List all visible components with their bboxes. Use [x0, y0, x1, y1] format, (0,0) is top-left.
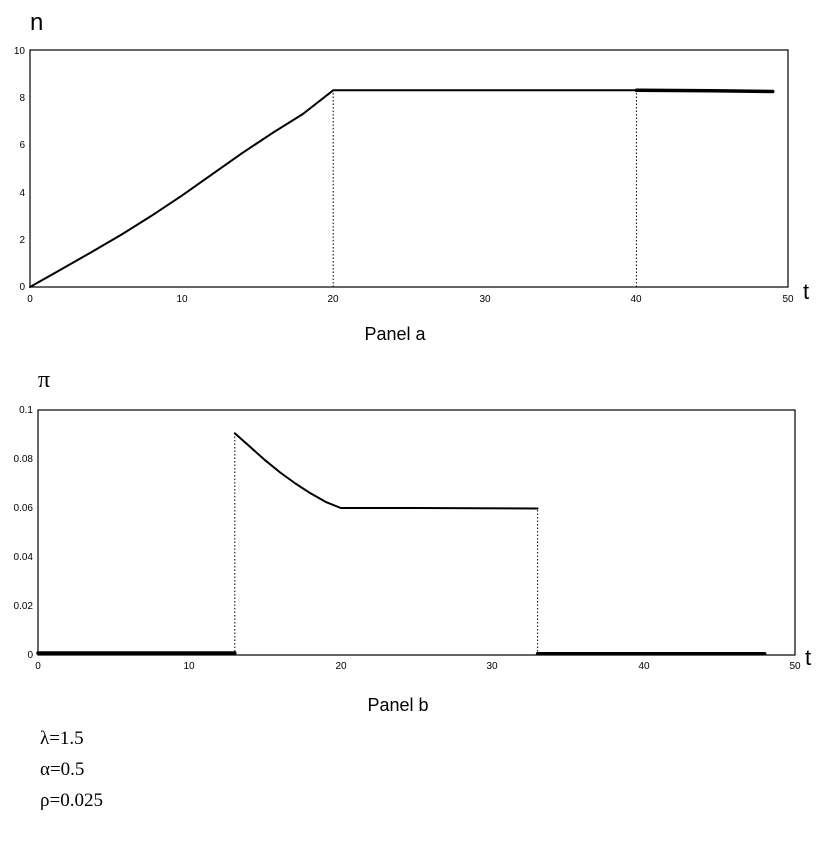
panel-a-ylabel: n — [30, 9, 43, 36]
panel-b-y-tick-labels: 0 0.02 0.04 0.06 0.08 0.1 — [14, 405, 34, 661]
x-tick-label: 40 — [638, 661, 650, 672]
x-tick-label: 40 — [630, 294, 642, 305]
y-tick-label: 2 — [19, 235, 25, 246]
y-tick-label: 6 — [19, 140, 25, 151]
x-tick-label: 0 — [27, 294, 33, 305]
x-tick-label: 10 — [183, 661, 195, 672]
panel-b-xlabel: t — [805, 645, 811, 670]
x-tick-label: 20 — [327, 294, 339, 305]
panel-a-frame — [29, 49, 789, 288]
x-tick-label: 30 — [479, 294, 491, 305]
x-tick-label: 50 — [782, 294, 794, 305]
panel-a-xlabel: t — [803, 279, 809, 304]
panel-b-caption: Panel b — [367, 695, 428, 715]
series-line — [233, 432, 539, 510]
panel-b-plot-area — [36, 432, 767, 656]
panel-b-x-tick-labels: 0 10 20 30 40 50 — [35, 661, 801, 672]
y-tick-label: 10 — [14, 46, 26, 57]
y-tick-label: 0.08 — [14, 454, 34, 465]
panel-a-plot-area — [29, 88, 775, 288]
panel-b: π 0 0.02 0.04 0.06 0.08 0.1 0 10 20 30 4… — [14, 367, 812, 715]
x-tick-label: 10 — [176, 294, 188, 305]
series-line — [634, 88, 775, 94]
param-alpha: α=0.5 — [40, 759, 85, 780]
y-tick-label: 4 — [19, 188, 25, 199]
panel-a: n 0 2 4 6 8 10 0 10 20 30 40 50 t Panel … — [14, 9, 809, 344]
y-tick-label: 0.02 — [14, 601, 34, 612]
y-tick-label: 0.06 — [14, 503, 34, 514]
panel-a-y-tick-labels: 0 2 4 6 8 10 — [14, 46, 26, 293]
panel-a-x-tick-labels: 0 10 20 30 40 50 — [27, 294, 794, 305]
y-tick-label: 8 — [19, 93, 25, 104]
x-tick-label: 50 — [789, 661, 801, 672]
panel-b-frame — [37, 409, 796, 656]
y-tick-label: 0.04 — [14, 552, 34, 563]
y-tick-label: 0.1 — [19, 405, 33, 416]
parameter-list: λ=1.5 α=0.5 ρ=0.025 — [40, 723, 103, 816]
y-tick-label: 0 — [19, 282, 25, 293]
x-tick-label: 30 — [486, 661, 498, 672]
panel-a-caption: Panel a — [364, 324, 426, 344]
param-rho: ρ=0.025 — [40, 790, 103, 811]
panel-b-ylabel: π — [38, 367, 50, 393]
x-tick-label: 20 — [335, 661, 347, 672]
series-line — [29, 89, 638, 288]
param-lambda: λ=1.5 — [40, 728, 84, 749]
figure: n 0 2 4 6 8 10 0 10 20 30 40 50 t Panel … — [14, 9, 812, 715]
x-tick-label: 0 — [35, 661, 41, 672]
y-tick-label: 0 — [27, 650, 33, 661]
